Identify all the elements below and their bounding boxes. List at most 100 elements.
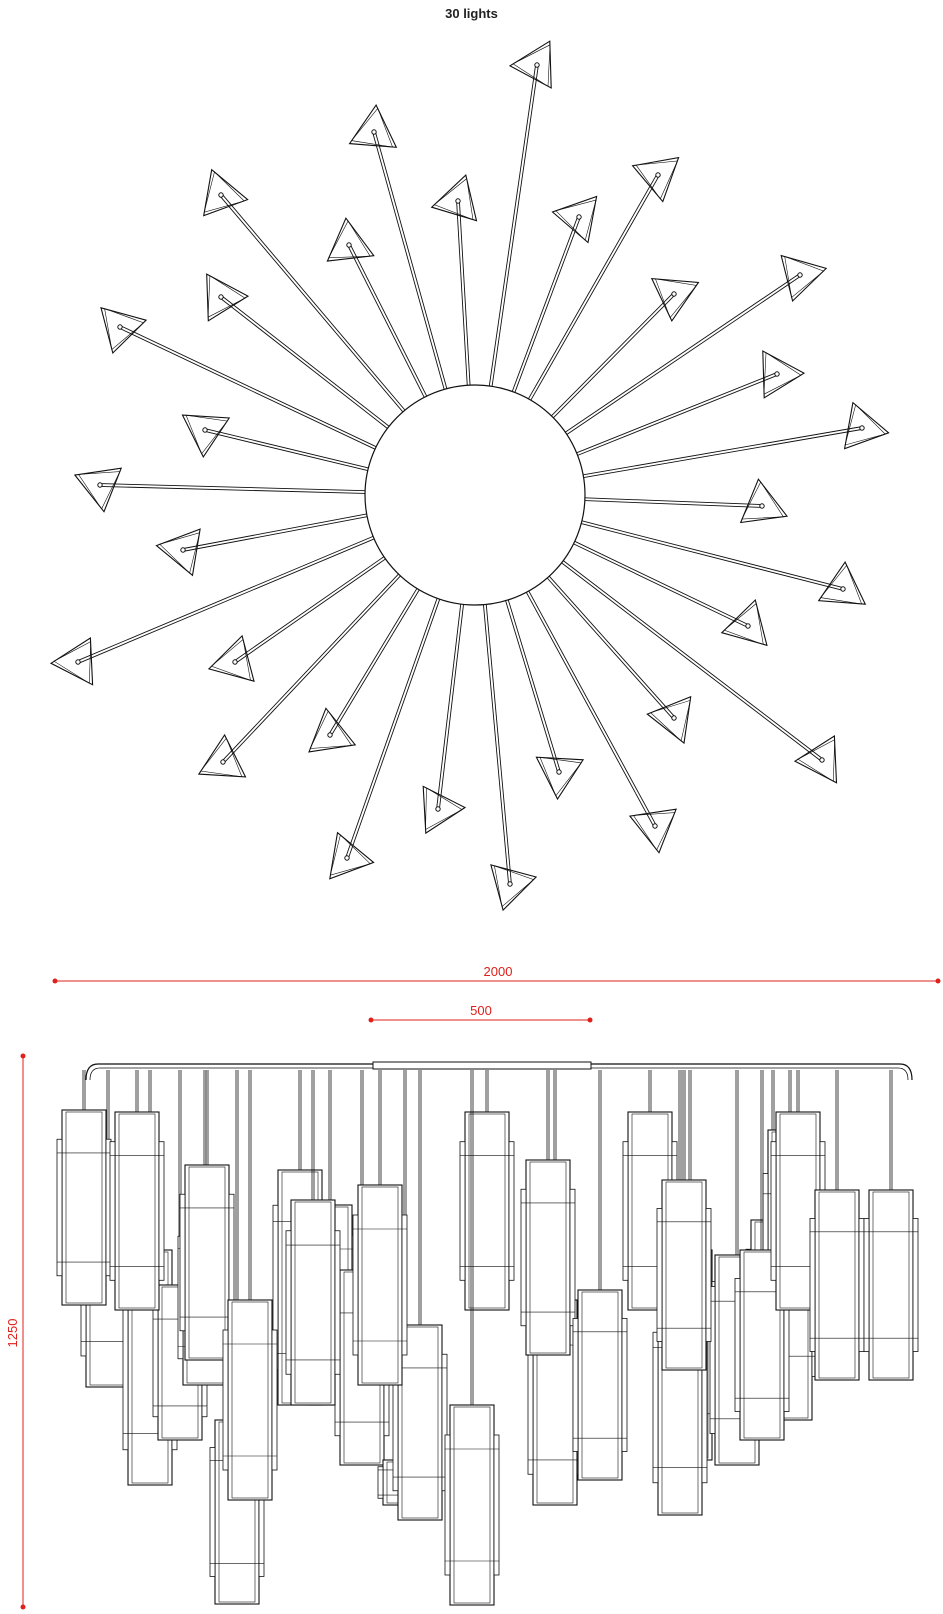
shade-triangle-inner (208, 276, 245, 318)
arm-8 (581, 521, 865, 604)
lamp-socket (535, 63, 539, 67)
pendant-band-right (622, 1319, 627, 1452)
arm-rod-line (563, 561, 823, 759)
arm-15 (423, 604, 465, 833)
pendant-band-right (509, 1142, 514, 1281)
pendant-18 (110, 1070, 164, 1310)
lamp-socket (508, 882, 512, 886)
lamp-socket (76, 660, 80, 664)
pendant-31 (864, 1070, 918, 1380)
elevation-view (57, 1062, 918, 1605)
pendant-band-right (494, 1435, 499, 1575)
lamp-socket (345, 856, 349, 860)
pendant-band-right (706, 1209, 711, 1342)
pendant-tube (526, 1160, 570, 1355)
shade-triangle (75, 468, 121, 512)
shade-triangle (763, 351, 804, 398)
shade-triangle-inner (764, 353, 801, 395)
pendant-band-right (335, 1231, 340, 1375)
dimension-height-label: 1250 (5, 1319, 20, 1348)
arm-rod-line (373, 132, 445, 389)
lamp-socket (456, 199, 460, 203)
pendant-tube (578, 1290, 622, 1480)
pendant-band-right (402, 1215, 407, 1355)
arm-rod-line (437, 604, 461, 809)
arm-rod-line (492, 65, 538, 386)
shade-triangle-inner (54, 642, 91, 684)
arm-3 (551, 279, 698, 418)
arm-rod-line (220, 298, 387, 428)
arm-7 (585, 479, 787, 522)
arm-rod-line (375, 132, 447, 389)
shade-triangle-inner (513, 45, 550, 87)
pendant-band-right (570, 1189, 575, 1326)
pendant-band-left (657, 1209, 662, 1342)
arm-25 (207, 274, 389, 428)
arm-rod-line (562, 563, 822, 761)
pendant-25 (573, 1070, 627, 1480)
arm-10 (547, 576, 691, 743)
pendant-band-left (573, 1319, 578, 1452)
lamp-socket (775, 372, 779, 376)
dimension-canopy-end-dot (588, 1018, 593, 1023)
shade-triangle (209, 636, 254, 681)
dimension-canopy-start-dot (369, 1018, 374, 1023)
arm-rod-line (79, 539, 375, 663)
arm-rod-line (489, 65, 535, 386)
shade-triangle (536, 757, 583, 799)
dimension-height: 1250 (5, 1054, 26, 1610)
arm-rod-line (486, 604, 511, 883)
arm-rod-line (506, 601, 558, 773)
shade-triangle-inner (426, 788, 463, 830)
lamp-socket (181, 548, 185, 552)
pendant-band-left (445, 1435, 450, 1575)
pendant-band-left (810, 1219, 815, 1352)
arm-rod-line (526, 592, 653, 826)
arm-6 (583, 403, 888, 478)
shade-triangle-inner (310, 711, 351, 748)
dimension-width-end-dot (936, 979, 941, 984)
arm-rod-line (183, 517, 367, 552)
pendant-band-right (159, 1142, 164, 1281)
pendant-band-left (653, 1332, 658, 1483)
arm-17 (309, 588, 419, 751)
arm-rod-line (531, 176, 659, 401)
arm-rod-line (529, 591, 656, 825)
arm-16 (330, 598, 440, 879)
lamp-socket (860, 426, 864, 430)
pendant-21 (286, 1070, 340, 1405)
lamp-socket (219, 295, 223, 299)
arm-20 (51, 536, 374, 684)
arm-11 (562, 561, 837, 783)
arm-rod-line (578, 375, 778, 455)
lamp-socket (219, 193, 223, 197)
shade-triangle-inner (651, 700, 691, 741)
shade-triangle (199, 735, 246, 777)
shade-triangle (845, 403, 889, 449)
shade-triangle-inner (633, 813, 675, 850)
shade-triangle (207, 274, 248, 321)
arm-14 (483, 604, 536, 910)
arm-rod-line (512, 217, 577, 392)
pendant-23 (460, 1070, 514, 1310)
lamp-socket (653, 824, 657, 828)
arm-rod-line (549, 576, 675, 717)
pendant-tube (228, 1300, 272, 1500)
arm-22 (75, 468, 365, 512)
pendant-19 (180, 1070, 234, 1360)
arm-rod-line (483, 605, 508, 884)
arm-9 (574, 541, 767, 645)
shade-triangle (350, 105, 397, 147)
arm-rod-line (346, 598, 437, 857)
arm-24 (101, 308, 376, 449)
arm-rod-line (528, 174, 656, 399)
arm-rod-line (515, 217, 580, 392)
shade-triangle (647, 697, 690, 743)
arm-27 (327, 218, 426, 397)
dimension-canopy-label: 500 (470, 1003, 492, 1018)
shade-triangle (204, 170, 248, 216)
pendant-band-left (521, 1189, 526, 1326)
shade-triangle-inner (79, 472, 120, 509)
arm-rod-line (329, 588, 417, 734)
